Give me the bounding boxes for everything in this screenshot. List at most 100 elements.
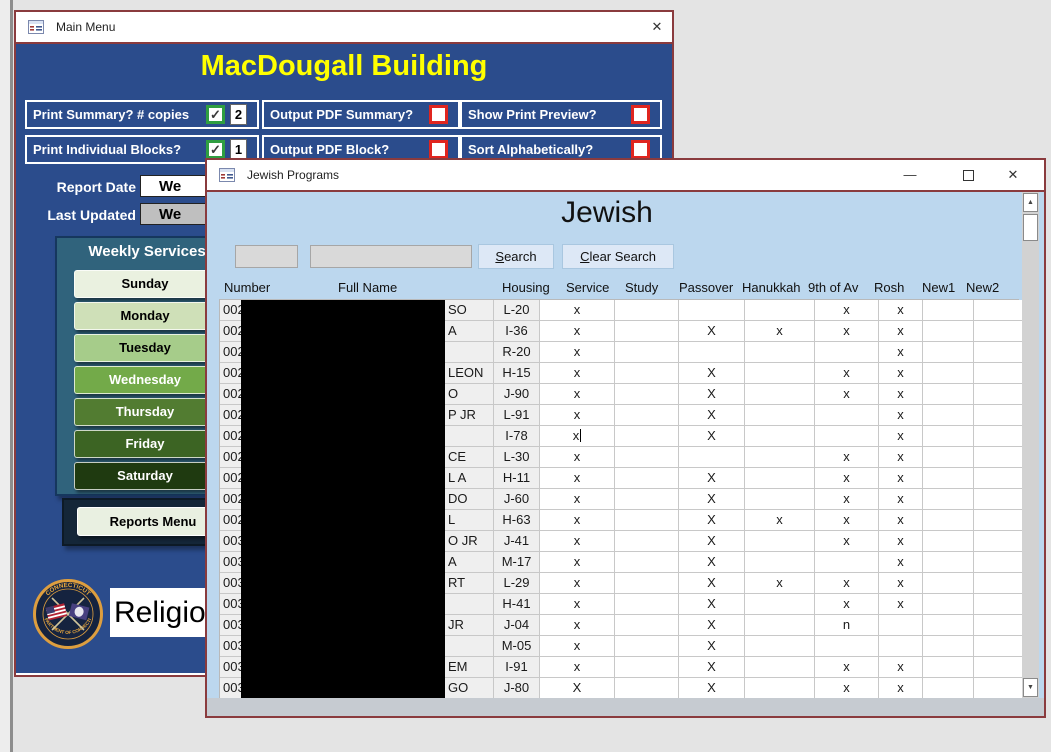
cell-new1[interactable] — [923, 405, 974, 426]
cell-housing[interactable]: J-80 — [494, 678, 540, 699]
cell-hanukkah[interactable]: x — [745, 510, 815, 531]
cell-ninth_av[interactable]: x — [815, 300, 879, 321]
cell-passover[interactable]: X — [679, 678, 745, 699]
cell-ninth_av[interactable]: x — [815, 657, 879, 678]
cell-ninth_av[interactable] — [815, 342, 879, 363]
cell-hanukkah[interactable] — [745, 447, 815, 468]
cell-housing[interactable]: I-91 — [494, 657, 540, 678]
cell-ninth_av[interactable]: x — [815, 321, 879, 342]
column-header-passover[interactable]: Passover — [679, 280, 734, 295]
cell-service[interactable]: x — [540, 426, 615, 447]
option-checkbox[interactable]: ✓ — [206, 105, 225, 124]
cell-ninth_av[interactable]: n — [815, 615, 879, 636]
cell-service[interactable]: x — [540, 657, 615, 678]
cell-service[interactable]: x — [540, 510, 615, 531]
cell-rosh[interactable] — [879, 615, 923, 636]
cell-service[interactable]: x — [540, 447, 615, 468]
cell-housing[interactable]: L-30 — [494, 447, 540, 468]
scroll-down-icon[interactable]: ▼ — [1023, 678, 1038, 697]
cell-hanukkah[interactable] — [745, 426, 815, 447]
scroll-up-icon[interactable]: ▲ — [1023, 193, 1038, 212]
cell-service[interactable]: x — [540, 342, 615, 363]
cell-rosh[interactable]: x — [879, 573, 923, 594]
cell-study[interactable] — [615, 342, 679, 363]
cell-new1[interactable] — [923, 594, 974, 615]
cell-new1[interactable] — [923, 573, 974, 594]
day-button-monday[interactable]: Monday — [74, 302, 216, 330]
cell-passover[interactable]: X — [679, 384, 745, 405]
cell-housing[interactable]: J-04 — [494, 615, 540, 636]
column-header-new2[interactable]: New2 — [966, 280, 1000, 295]
cell-housing[interactable]: H-11 — [494, 468, 540, 489]
cell-study[interactable] — [615, 426, 679, 447]
cell-passover[interactable]: X — [679, 531, 745, 552]
cell-hanukkah[interactable] — [745, 657, 815, 678]
cell-passover[interactable] — [679, 300, 745, 321]
cell-housing[interactable]: M-17 — [494, 552, 540, 573]
cell-rosh[interactable]: x — [879, 678, 923, 699]
cell-service[interactable]: x — [540, 321, 615, 342]
cell-ninth_av[interactable]: x — [815, 573, 879, 594]
cell-new1[interactable] — [923, 447, 974, 468]
cell-study[interactable] — [615, 510, 679, 531]
cell-hanukkah[interactable] — [745, 678, 815, 699]
cell-study[interactable] — [615, 447, 679, 468]
cell-service[interactable]: x — [540, 489, 615, 510]
cell-ninth_av[interactable]: x — [815, 468, 879, 489]
cell-passover[interactable]: X — [679, 636, 745, 657]
cell-rosh[interactable]: x — [879, 489, 923, 510]
cell-housing[interactable]: I-36 — [494, 321, 540, 342]
cell-ninth_av[interactable]: x — [815, 363, 879, 384]
cell-service[interactable]: x — [540, 405, 615, 426]
cell-ninth_av[interactable] — [815, 426, 879, 447]
day-button-friday[interactable]: Friday — [74, 430, 216, 458]
cell-hanukkah[interactable] — [745, 468, 815, 489]
day-button-saturday[interactable]: Saturday — [74, 462, 216, 490]
cell-rosh[interactable]: x — [879, 657, 923, 678]
cell-service[interactable]: x — [540, 552, 615, 573]
cell-passover[interactable]: X — [679, 426, 745, 447]
cell-new1[interactable] — [923, 468, 974, 489]
search-button[interactable]: Search — [478, 244, 554, 269]
option-checkbox[interactable] — [429, 105, 448, 124]
cell-hanukkah[interactable] — [745, 405, 815, 426]
main-menu-titlebar[interactable]: Main Menu ✕ — [16, 12, 672, 42]
cell-new1[interactable] — [923, 300, 974, 321]
option-checkbox[interactable] — [631, 105, 650, 124]
cell-ninth_av[interactable]: x — [815, 384, 879, 405]
cell-study[interactable] — [615, 489, 679, 510]
cell-service[interactable]: x — [540, 531, 615, 552]
cell-hanukkah[interactable] — [745, 531, 815, 552]
cell-passover[interactable]: X — [679, 552, 745, 573]
cell-housing[interactable]: H-15 — [494, 363, 540, 384]
cell-study[interactable] — [615, 468, 679, 489]
cell-study[interactable] — [615, 552, 679, 573]
cell-rosh[interactable]: x — [879, 531, 923, 552]
cell-service[interactable]: x — [540, 615, 615, 636]
cell-passover[interactable]: X — [679, 405, 745, 426]
cell-rosh[interactable]: x — [879, 321, 923, 342]
option-checkbox[interactable] — [631, 140, 650, 159]
cell-ninth_av[interactable] — [815, 552, 879, 573]
cell-hanukkah[interactable]: x — [745, 573, 815, 594]
cell-study[interactable] — [615, 615, 679, 636]
cell-new1[interactable] — [923, 426, 974, 447]
cell-ninth_av[interactable]: x — [815, 447, 879, 468]
cell-ninth_av[interactable]: x — [815, 678, 879, 699]
search-input-1[interactable] — [235, 245, 298, 268]
maximize-icon[interactable] — [957, 165, 979, 185]
cell-housing[interactable]: M-05 — [494, 636, 540, 657]
cell-hanukkah[interactable] — [745, 594, 815, 615]
cell-new1[interactable] — [923, 531, 974, 552]
day-button-wednesday[interactable]: Wednesday — [74, 366, 216, 394]
cell-hanukkah[interactable] — [745, 636, 815, 657]
cell-passover[interactable]: X — [679, 615, 745, 636]
cell-new1[interactable] — [923, 678, 974, 699]
cell-hanukkah[interactable]: x — [745, 321, 815, 342]
cell-passover[interactable]: X — [679, 510, 745, 531]
column-header-rosh[interactable]: Rosh — [874, 280, 905, 295]
cell-study[interactable] — [615, 657, 679, 678]
cell-service[interactable]: X — [540, 678, 615, 699]
cell-service[interactable]: x — [540, 594, 615, 615]
cell-housing[interactable]: I-78 — [494, 426, 540, 447]
